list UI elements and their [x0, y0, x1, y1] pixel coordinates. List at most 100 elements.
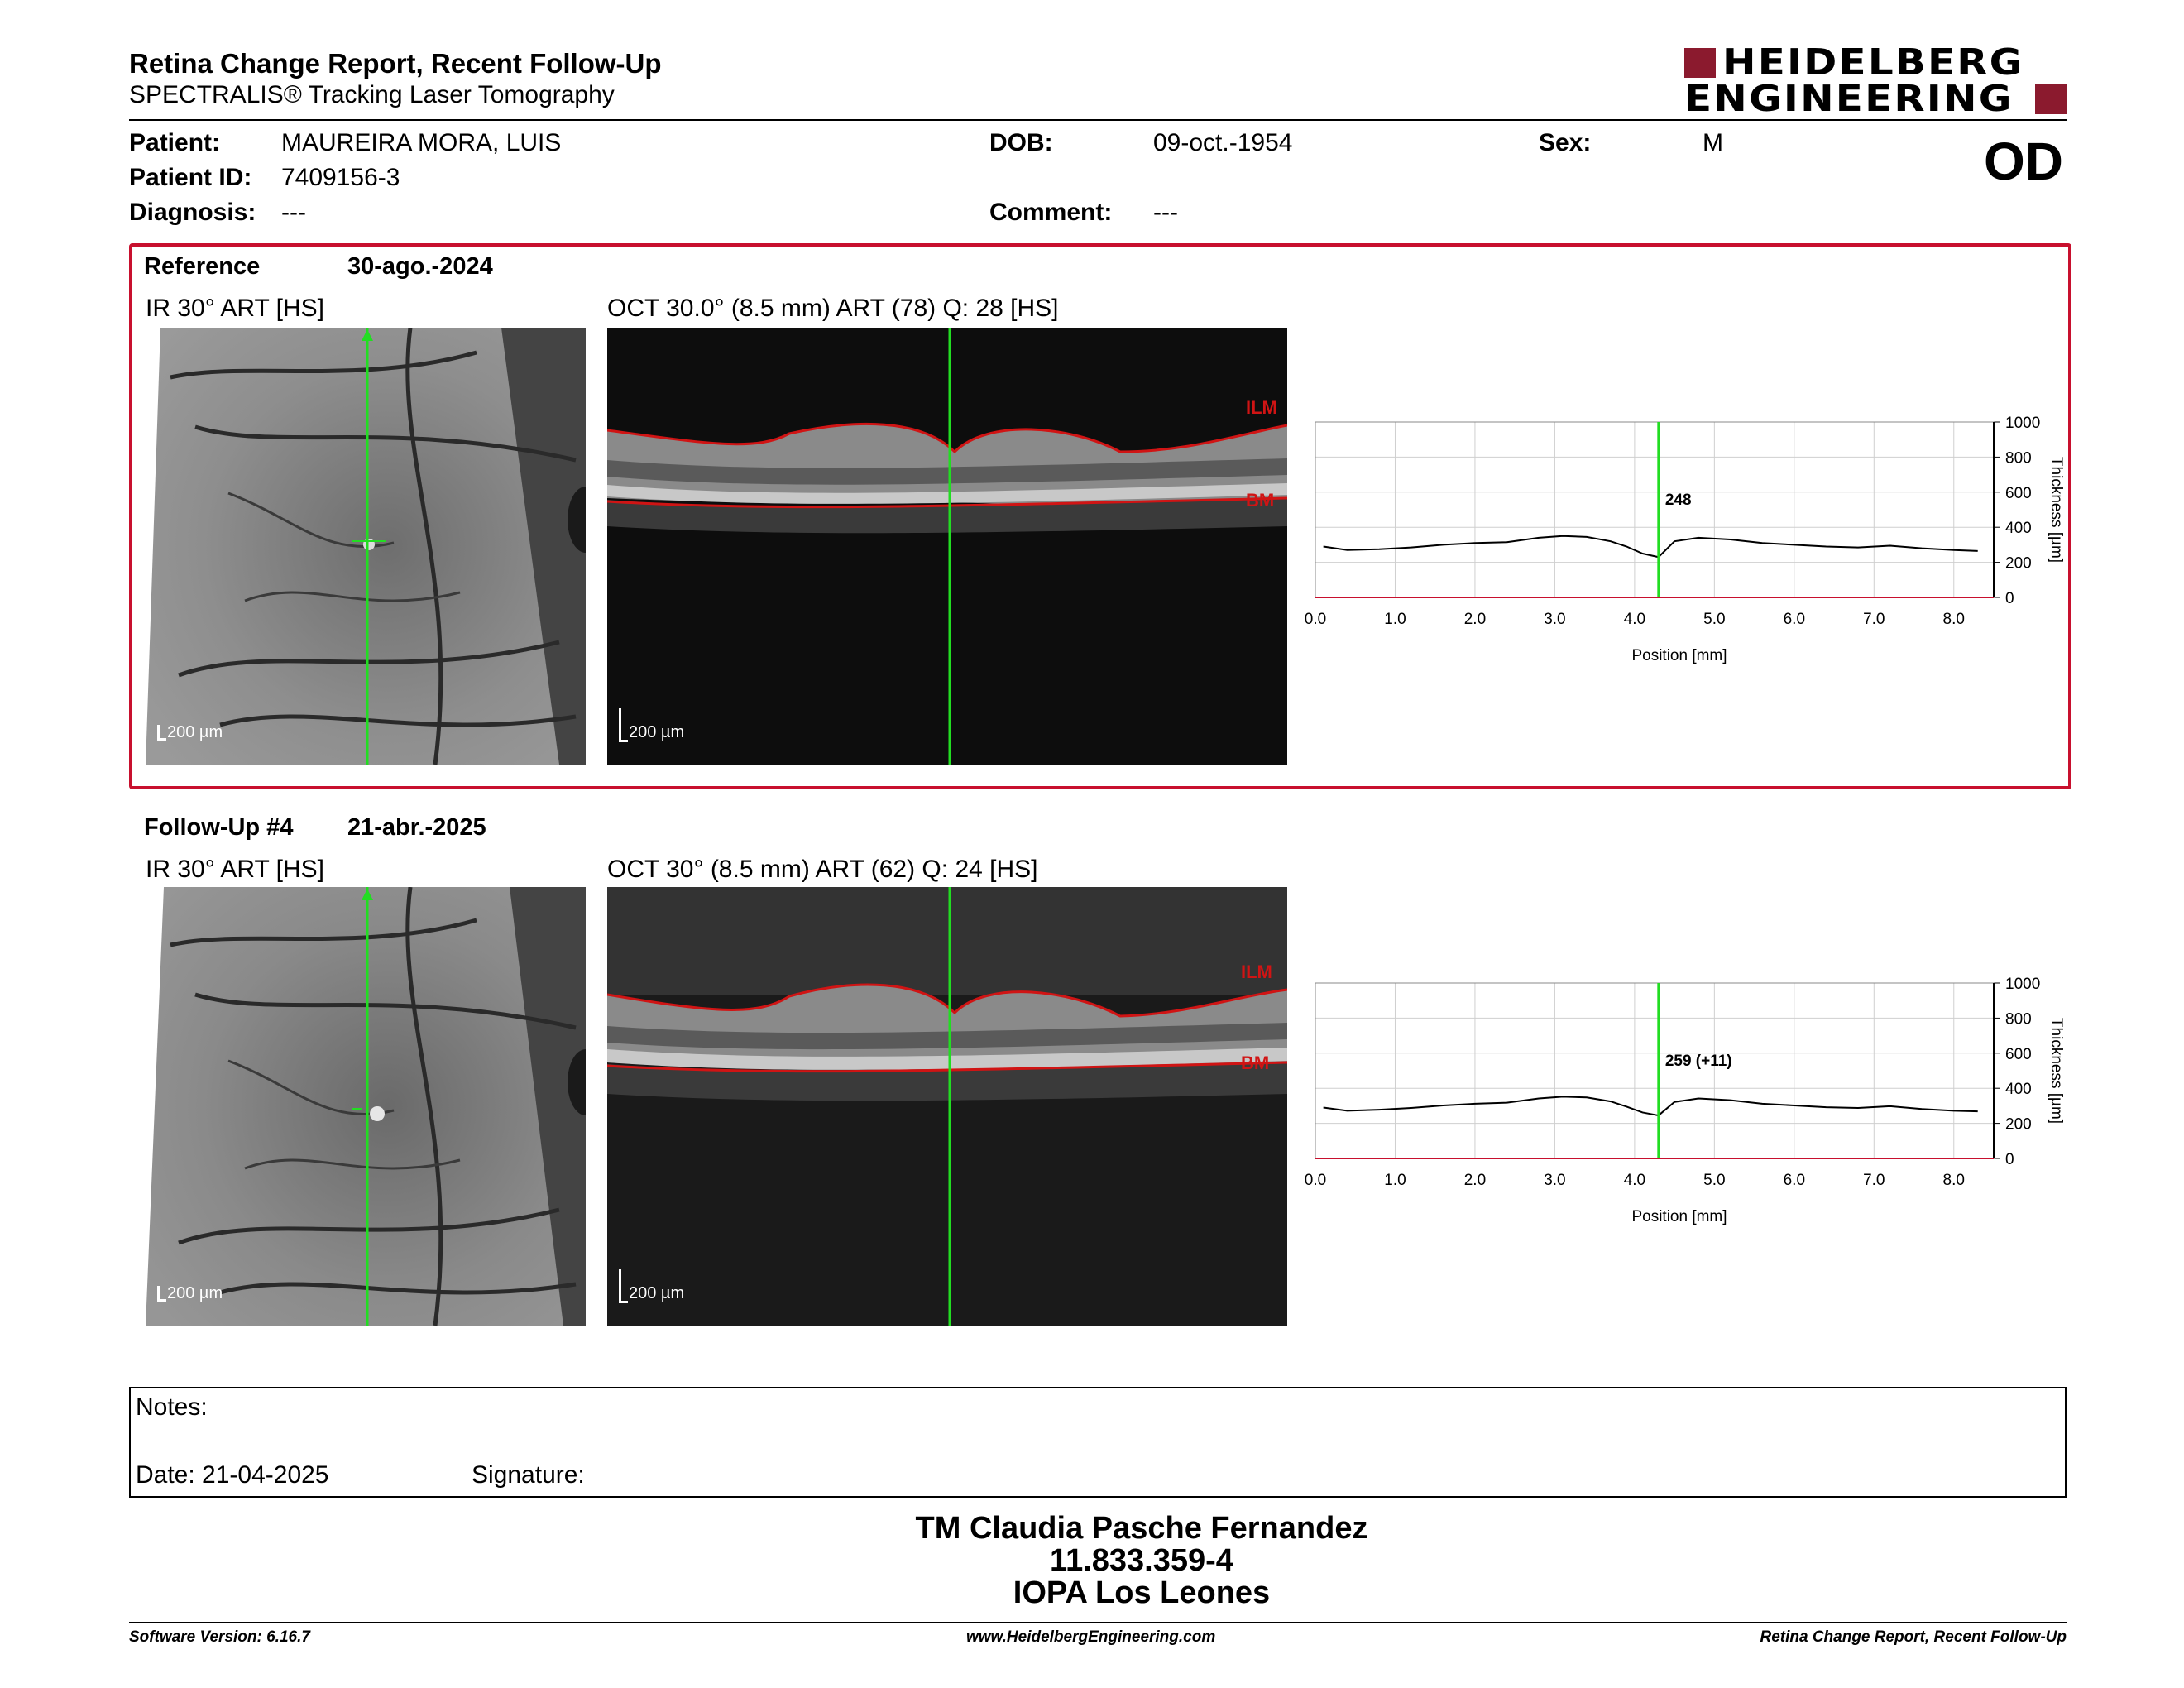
chart-cursor-value: 248: [1665, 492, 1692, 509]
chart-x-axis-title: Position [mm]: [1631, 1208, 1727, 1225]
chart-x-tick-label: 8.0: [1943, 611, 1965, 628]
notes-label: Notes:: [136, 1393, 208, 1421]
chart-x-tick-label: 4.0: [1624, 1172, 1645, 1189]
sex-label: Sex:: [1539, 129, 1592, 156]
footer-website[interactable]: www.HeidelbergEngineering.com: [966, 1628, 1216, 1646]
chart-x-tick-label: 1.0: [1384, 1172, 1406, 1189]
chart-x-tick-label: 0.0: [1305, 1172, 1326, 1189]
chart-thickness-line: [1323, 1096, 1978, 1117]
chart-y-tick-label: 0: [2005, 590, 2014, 607]
chart-x-tick-label: 8.0: [1943, 1172, 1965, 1189]
followup-oct-title: OCT 30° (8.5 mm) ART (62) Q: 24 [HS]: [607, 856, 1038, 883]
chart-x-tick-label: 7.0: [1863, 611, 1885, 628]
footer-software: Software Version: 6.16.7: [129, 1628, 310, 1646]
chart-y-tick-label: 600: [2005, 1046, 2032, 1063]
followup-date: 21-abr.-2025: [347, 814, 486, 841]
followup-thickness-chart: 0.0 1.0 2.0 3.0 4.0 5.0 6.0 7.0 8.0 0 200 400 600 800…: [1305, 976, 2065, 1225]
signature-name: TM Claudia Pasche Fernandez: [915, 1511, 1368, 1546]
reference-label: Reference: [144, 253, 261, 280]
followup-oct-graphic: [607, 887, 1287, 1326]
chart-thickness-line: [1323, 535, 1978, 559]
logo-line1: HEIDELBERG: [1722, 41, 2024, 84]
header-rule: [129, 119, 2067, 121]
chart-x-tick-label: 5.0: [1703, 1172, 1725, 1189]
comment-value: ---: [1153, 199, 1178, 226]
reference-ir-title: IR 30° ART [HS]: [146, 295, 324, 322]
logo-square-bottom: [2035, 84, 2067, 114]
chart-cursor-value: 259 (+11): [1665, 1053, 1732, 1070]
patient-id: 7409156-3: [281, 164, 400, 191]
chart-x-tick-label: 6.0: [1784, 1172, 1805, 1189]
patient-id-label: Patient ID:: [129, 164, 252, 191]
chart-y-axis-title: Thickness [µm]: [2048, 457, 2065, 563]
report-title: Retina Change Report, Recent Follow-Up: [129, 48, 662, 79]
chart-x-axis-title: Position [mm]: [1631, 647, 1727, 664]
reference-ilm-label: ILM: [1246, 397, 1277, 418]
chart-y-tick-label: 400: [2005, 520, 2032, 537]
eye-indicator: OD: [1984, 132, 2063, 191]
followup-label: Follow-Up #4: [144, 814, 294, 841]
patient-label: Patient:: [129, 129, 221, 156]
reference-ir-scale-label: 200 µm: [167, 723, 223, 741]
chart-y-tick-label: 400: [2005, 1081, 2032, 1098]
sex-value: M: [1703, 129, 1723, 156]
comment-label: Comment:: [989, 199, 1113, 226]
chart-x-tick-label: 2.0: [1464, 611, 1486, 628]
signature-id: 11.833.359-4: [1050, 1543, 1233, 1578]
reference-oct-scale-label: 200 µm: [629, 723, 685, 741]
footer-report: Retina Change Report, Recent Follow-Up: [1760, 1628, 2067, 1646]
reference-oct-title: OCT 30.0° (8.5 mm) ART (78) Q: 28 [HS]: [607, 295, 1059, 322]
followup-oct-scale-label: 200 µm: [629, 1284, 685, 1302]
followup-ilm-label: ILM: [1241, 961, 1272, 982]
logo-line2: ENGINEERING: [1684, 78, 2014, 120]
signature-place: IOPA Los Leones: [1013, 1575, 1271, 1610]
reference-thickness-chart: 0.0 1.0 2.0 3.0 4.0 5.0 6.0 7.0 8.0 0 200 400 600 800…: [1305, 415, 2065, 664]
dob-label: DOB:: [989, 129, 1053, 156]
signature-block: TM Claudia Pasche Fernandez 11.833.359-4…: [728, 1511, 1555, 1611]
chart-y-tick-label: 1000: [2005, 415, 2040, 432]
chart-y-tick-label: 200: [2005, 1116, 2032, 1134]
reference-oct-scale-marker: [619, 708, 628, 742]
reference-oct-image: ILM BM 200 µm: [607, 328, 1287, 765]
chart-y-tick-label: 1000: [2005, 976, 2040, 993]
reference-bm-label: BM: [1246, 490, 1275, 511]
heidelberg-logo: HEIDELBERG ENGINEERING: [1684, 41, 2067, 120]
chart-x-tick-label: 4.0: [1624, 611, 1645, 628]
chart-x-tick-label: 5.0: [1703, 611, 1725, 628]
followup-bm-label: BM: [1241, 1053, 1270, 1073]
diagnosis-label: Diagnosis:: [129, 199, 256, 226]
chart-x-tick-label: 2.0: [1464, 1172, 1486, 1189]
patient-name: MAUREIRA MORA, LUIS: [281, 129, 562, 156]
diagnosis-value: ---: [281, 199, 306, 226]
footer-rule: [129, 1622, 2067, 1623]
chart-frame: [1315, 982, 1995, 1159]
report-subtitle: SPECTRALIS® Tracking Laser Tomography: [129, 81, 615, 108]
reference-ir-image: 200 µm: [146, 328, 586, 765]
followup-ir-scale-label: 200 µm: [167, 1284, 223, 1302]
followup-ir-image: 200 µm: [146, 887, 586, 1326]
chart-x-tick-label: 3.0: [1544, 1172, 1565, 1189]
chart-y-tick-label: 600: [2005, 485, 2032, 502]
reference-fundus-graphic: [146, 328, 586, 765]
notes-date: Date: 21-04-2025: [136, 1461, 329, 1489]
chart-y-tick-label: 800: [2005, 449, 2032, 467]
reference-highlight-box: [129, 243, 2071, 789]
chart-y-axis-title: Thickness [µm]: [2048, 1018, 2065, 1124]
signature-label: Signature:: [472, 1461, 585, 1489]
chart-x-tick-label: 6.0: [1784, 611, 1805, 628]
chart-y-tick-label: 0: [2005, 1151, 2014, 1168]
logo-square-top: [1684, 48, 1716, 78]
chart-y-tick-label: 800: [2005, 1010, 2032, 1028]
chart-x-tick-label: 7.0: [1863, 1172, 1885, 1189]
followup-oct-image: ILM BM 200 µm: [607, 887, 1287, 1326]
notes-box[interactable]: [129, 1387, 2067, 1498]
reference-ir-scale-marker: [157, 725, 166, 741]
followup-ir-title: IR 30° ART [HS]: [146, 856, 324, 883]
followup-ir-scale-marker: [157, 1286, 166, 1302]
chart-y-tick-label: 200: [2005, 555, 2032, 573]
reference-oct-graphic: [607, 328, 1287, 765]
dob-value: 09-oct.-1954: [1153, 129, 1293, 156]
chart-x-tick-label: 0.0: [1305, 611, 1326, 628]
chart-x-tick-label: 3.0: [1544, 611, 1565, 628]
chart-x-tick-label: 1.0: [1384, 611, 1406, 628]
